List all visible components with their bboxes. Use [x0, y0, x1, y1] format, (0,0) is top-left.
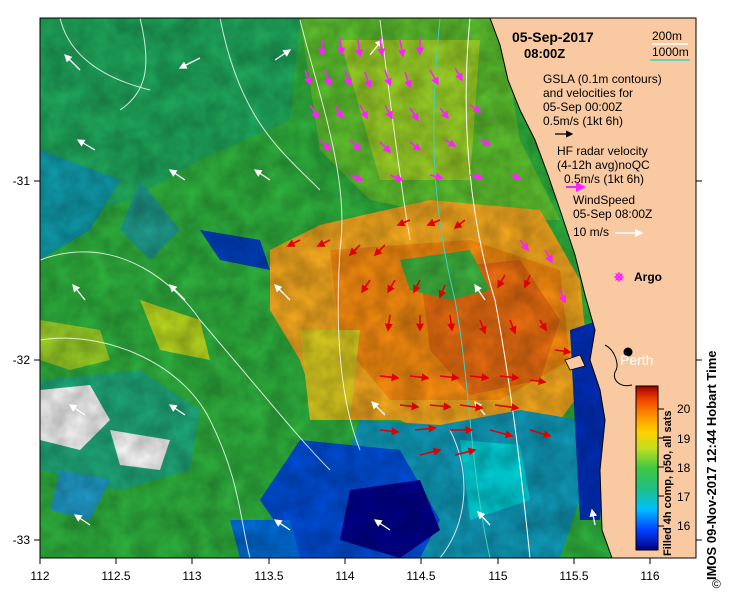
x-tick-labels: 112 112.5 113 113.5 114 114.5 115 115.5 … [30, 569, 659, 583]
colorbar-tick: 18 [677, 461, 691, 475]
wind-legend-line2: 05-Sep 08:00Z [573, 207, 652, 221]
hf-radar-vectors [304, 37, 567, 304]
perth-marker [623, 347, 633, 357]
x-axis [39, 558, 651, 564]
hf-legend-line1: HF radar velocity [557, 144, 648, 158]
x-tick-label: 115.5 [559, 569, 588, 583]
map-time: 08:00Z [524, 46, 565, 61]
gsla-legend-scale: 0.5m/s (1kt 6h) [543, 114, 623, 128]
map-annotations: 05-Sep-2017 08:00Z 200m 1000m GSLA (0.1m… [512, 29, 690, 368]
map-date: 05-Sep-2017 [512, 29, 594, 45]
y-tick-label: -33 [13, 533, 31, 547]
x-tick-label: 112.5 [101, 569, 130, 583]
colorbar-tick: 16 [677, 519, 691, 533]
plot-frame [39, 17, 697, 559]
argo-label: Argo [634, 270, 662, 284]
copyright-symbol: © [712, 577, 721, 591]
y-tick-label: -32 [13, 353, 31, 367]
depth-legend-200m: 200m [652, 29, 682, 43]
hf-legend-scale: 0.5m/s (1kt 6h) [564, 172, 644, 186]
colorbar: 20 19 18 17 16 [635, 385, 691, 551]
y-tick-labels: -31 -32 -33 [13, 174, 31, 547]
gsla-legend-line2: and velocities for [543, 86, 633, 100]
y-axis [34, 180, 702, 541]
x-tick-label: 113.5 [254, 569, 283, 583]
wind-legend-scale: 10 m/s [573, 225, 609, 239]
x-tick-label: 113 [182, 569, 201, 583]
perth-label: Perth [620, 352, 653, 368]
wind-legend-line1: WindSpeed [573, 193, 635, 207]
colorbar-title: Filled 4h comp, p50, all sats [662, 410, 674, 557]
colorbar-scale [635, 385, 659, 551]
gsla-legend-line3: 05-Sep 00:00Z [543, 100, 622, 114]
colorbar-ticks: 20 19 18 17 16 [677, 402, 691, 533]
colorbar-tick: 17 [677, 490, 691, 504]
gsla-legend-line1: GSLA (0.1m contours) [543, 72, 662, 86]
colorbar-tick: 19 [677, 432, 691, 446]
x-tick-label: 116 [640, 569, 659, 583]
colorbar-tick: 20 [677, 402, 691, 416]
x-tick-label: 112 [30, 569, 49, 583]
x-tick-label: 114.5 [406, 569, 435, 583]
depth-legend-1000m: 1000m [652, 45, 689, 59]
x-tick-label: 115 [488, 569, 507, 583]
argo-marker [614, 272, 624, 282]
credit-text: IMOS 09-Nov-2017 12:44 Hobart Time [704, 350, 719, 580]
radar-velocity-arrows [286, 218, 572, 456]
y-tick-label: -31 [13, 174, 31, 188]
x-tick-label: 114 [335, 569, 354, 583]
hf-legend-line2: (4-12h avg)noQC [557, 158, 650, 172]
